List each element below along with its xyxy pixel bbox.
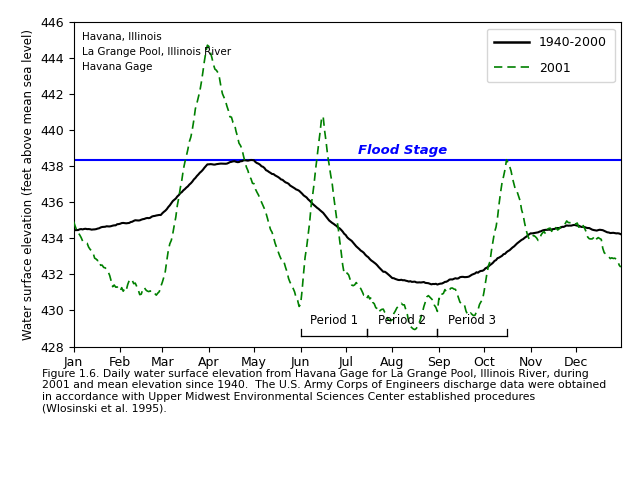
Text: Figure 1.6. Daily water surface elevation from Havana Gage for La Grange Pool, I: Figure 1.6. Daily water surface elevatio… — [42, 369, 606, 414]
Y-axis label: Water surface elevation (feet above mean sea level): Water surface elevation (feet above mean… — [22, 29, 35, 340]
Text: Flood Stage: Flood Stage — [358, 144, 447, 157]
Legend: 1940-2000, 2001: 1940-2000, 2001 — [486, 29, 614, 82]
Text: Period 3: Period 3 — [448, 314, 496, 327]
Text: Havana, Illinois
La Grange Pool, Illinois River
Havana Gage: Havana, Illinois La Grange Pool, Illinoi… — [82, 32, 231, 72]
Text: Period 1: Period 1 — [310, 314, 358, 327]
Text: Period 2: Period 2 — [378, 314, 426, 327]
